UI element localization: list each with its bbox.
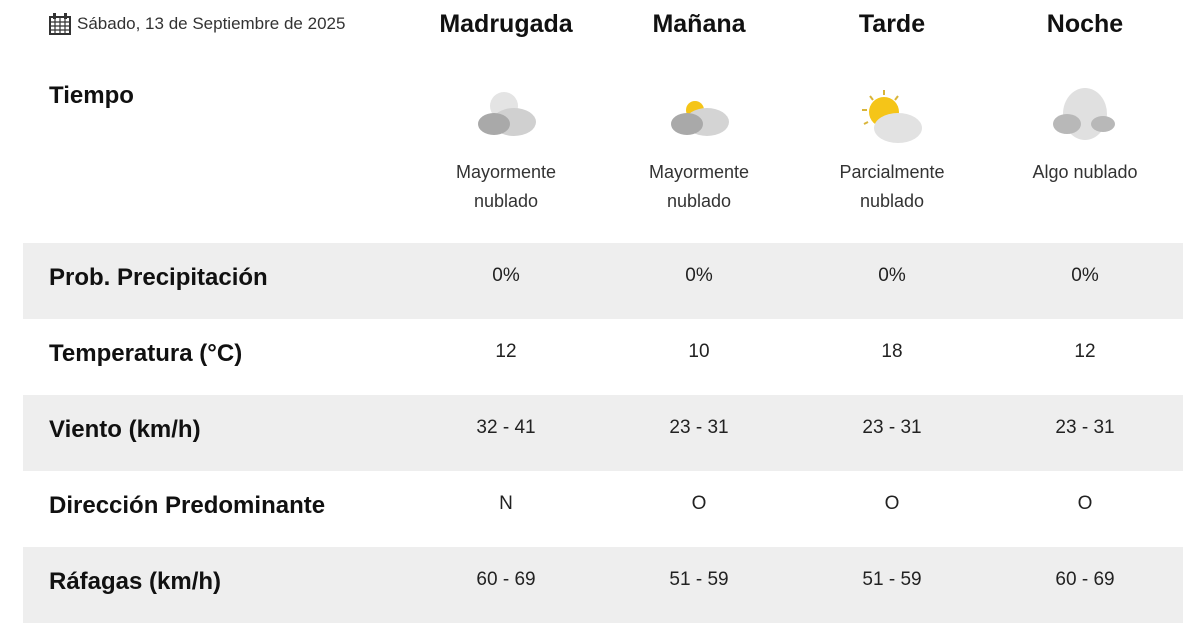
row-value: 23 - 31	[862, 417, 922, 438]
row-value: 51 - 59	[669, 569, 729, 590]
row-label: Prob. Precipitación	[49, 264, 268, 291]
period-header: Madrugada	[439, 10, 573, 38]
date-label: Sábado, 13 de Septiembre de 2025	[77, 14, 346, 33]
row-value: 23 - 31	[669, 417, 729, 438]
row-value: 0%	[492, 265, 520, 286]
row-band	[23, 547, 1183, 623]
row-value: 60 - 69	[1055, 569, 1115, 590]
row-value: 51 - 59	[862, 569, 922, 590]
row-value: N	[499, 493, 513, 514]
desc-line: nublado	[859, 191, 925, 211]
desc-line: Mayormente	[455, 162, 557, 182]
desc-line: Mayormente	[648, 162, 750, 182]
row-value: 18	[881, 341, 903, 362]
weather-label: Tiempo	[49, 82, 134, 109]
row-value: 12	[1074, 341, 1096, 362]
desc-line: nublado	[666, 191, 732, 211]
row-value: O	[691, 493, 707, 514]
row-value: 10	[688, 341, 710, 362]
row-band	[23, 243, 1183, 319]
desc-line: Parcialmente	[839, 162, 945, 182]
mostly-cloudy-day-icon	[671, 101, 729, 136]
weather-description: Algo nublado	[1000, 158, 1170, 187]
row-value: 12	[495, 341, 517, 362]
row-value: 0%	[878, 265, 906, 286]
date-header: Sábado, 13 de Septiembre de 2025	[48, 12, 345, 36]
row-value: O	[1077, 493, 1093, 514]
row-band	[23, 395, 1183, 471]
weather-description: Parcialmente nublado	[807, 158, 977, 216]
row-value: 0%	[685, 265, 713, 286]
partly-cloudy-day-icon	[862, 90, 922, 143]
period-header: Noche	[1046, 10, 1124, 38]
period-header: Mañana	[652, 10, 746, 38]
mostly-cloudy-night-icon	[478, 92, 536, 136]
somewhat-cloudy-night-icon	[1053, 88, 1115, 140]
calendar-icon	[49, 13, 71, 35]
period-header: Tarde	[858, 10, 926, 38]
row-value: O	[884, 493, 900, 514]
row-label: Temperatura (°C)	[49, 340, 243, 367]
weather-description: Mayormente nublado	[421, 158, 591, 216]
row-value: 0%	[1071, 265, 1099, 286]
row-value: 60 - 69	[476, 569, 536, 590]
row-value: 23 - 31	[1055, 417, 1115, 438]
row-label: Dirección Predominante	[49, 492, 326, 519]
row-label: Ráfagas (km/h)	[49, 568, 222, 595]
desc-line: Algo nublado	[1032, 162, 1138, 182]
row-value: 32 - 41	[476, 417, 536, 438]
row-label: Viento (km/h)	[49, 416, 201, 443]
desc-line: nublado	[473, 191, 539, 211]
weather-description: Mayormente nublado	[614, 158, 784, 216]
